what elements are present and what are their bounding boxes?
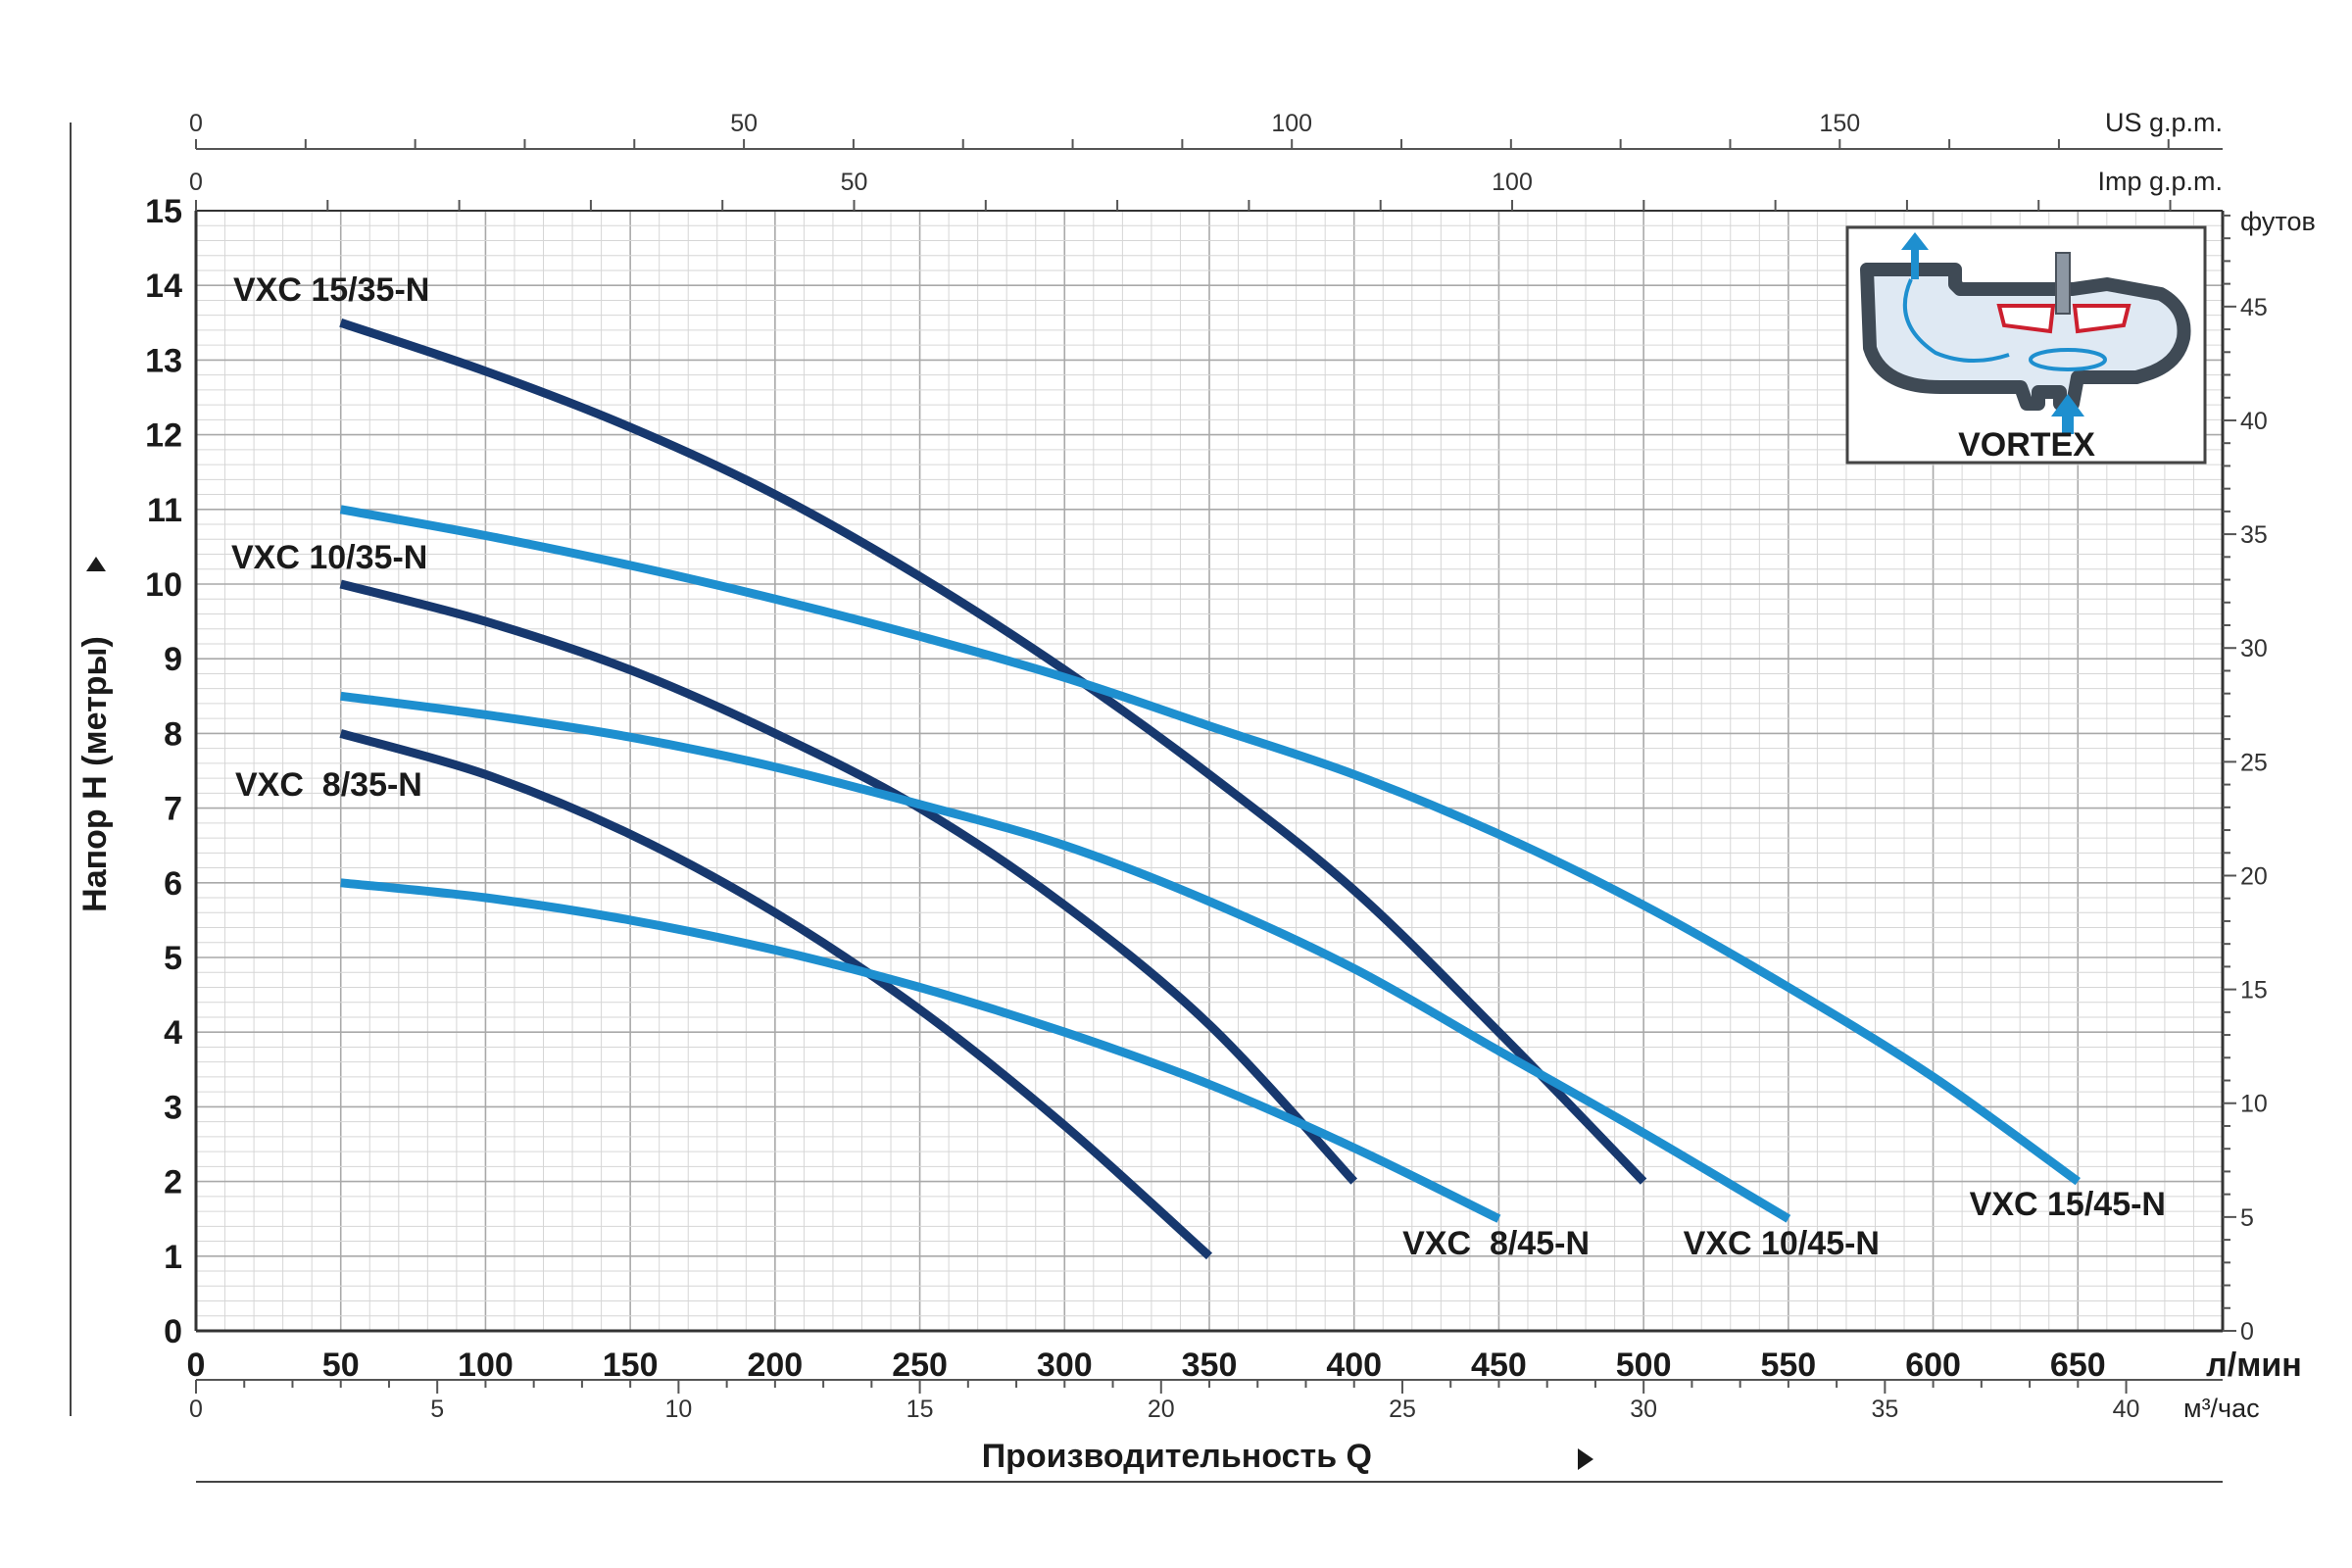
series-label-vxc-8-35-n: VXC 8/35-N: [235, 766, 422, 804]
curve-vxc-10-45-n: [340, 691, 1791, 1223]
imp-gpm-tick-label: 100: [1492, 169, 1533, 196]
feet-tick-label: 25: [2240, 749, 2268, 776]
x-tick-label: 50: [322, 1347, 360, 1384]
x-tick-label: 350: [1182, 1347, 1238, 1384]
curve-vxc-8-35-n: [339, 729, 1213, 1260]
x-unit-label: л/мин: [2206, 1347, 2302, 1384]
y-tick-label: 10: [145, 566, 182, 604]
y-tick-label: 14: [145, 268, 182, 305]
series-labels: VXC 15/35-N VXC 10/35-N VXC 8/35-N VXC 15/4…: [231, 271, 2166, 1262]
m3h-tick-label: 5: [430, 1396, 444, 1423]
series-label-vxc-10-35-n: VXC 10/35-N: [231, 539, 427, 576]
m3h-tick-label: 40: [2113, 1396, 2140, 1423]
y-tick-label: 3: [164, 1089, 182, 1126]
feet-tick-label: 0: [2240, 1318, 2254, 1346]
y-tick-label: 7: [164, 791, 182, 828]
m3h-tick-label: 35: [1871, 1396, 1898, 1423]
y-tick-label: 4: [164, 1014, 182, 1052]
feet-tick-label: 40: [2240, 408, 2268, 435]
y-tick-label: 12: [145, 417, 182, 455]
us-gpm-unit-label: US g.p.m.: [2105, 108, 2223, 137]
y-tick-label: 11: [147, 492, 182, 529]
feet-tick-label: 10: [2240, 1091, 2268, 1118]
curve-vxc-15-35-n: [339, 318, 1647, 1185]
y-tick-label: 13: [145, 342, 182, 379]
m3h-tick-label: 10: [664, 1396, 692, 1423]
series-label-vxc-15-35-n: VXC 15/35-N: [233, 271, 429, 309]
x-tick-label: 300: [1037, 1347, 1093, 1384]
vortex-inset: VORTEX: [1845, 225, 2207, 465]
curve-vxc-10-35-n: [339, 579, 1358, 1185]
series-label-vxc-10-45-n: VXC 10/45-N: [1684, 1225, 1880, 1262]
x-axis-arrow-icon: [1578, 1448, 1593, 1470]
feet-tick-label: 15: [2240, 977, 2268, 1004]
series-label-vxc-8-45-n: VXC 8/45-N: [1402, 1225, 1590, 1262]
y-tick-label: 0: [164, 1313, 182, 1350]
m3h-tick-label: 25: [1389, 1396, 1416, 1423]
feet-unit-label: футов: [2240, 207, 2316, 236]
x-tick-label: 600: [1905, 1347, 1961, 1384]
y-tick-label: 6: [164, 865, 182, 903]
x-tick-label: 550: [1760, 1347, 1816, 1384]
m3h-unit-label: м³/час: [2183, 1394, 2260, 1423]
curve-vxc-15-45-n: [339, 505, 2081, 1186]
y-tick-label: 1: [164, 1239, 182, 1276]
y-tick-label: 15: [145, 193, 182, 230]
x-tick-label: 150: [603, 1347, 659, 1384]
m3h-tick-label: 20: [1148, 1396, 1175, 1423]
m3h-tick-label: 30: [1630, 1396, 1657, 1423]
x-tick-label: 250: [892, 1347, 948, 1384]
us-gpm-tick-label: 100: [1271, 110, 1312, 137]
y-axis-arrow-icon: [86, 557, 106, 571]
feet-tick-label: 5: [2240, 1204, 2254, 1232]
y-tick-label: 2: [164, 1164, 182, 1201]
imp-gpm-unit-label: Imp g.p.m.: [2097, 167, 2223, 196]
series-label-vxc-15-45-n: VXC 15/45-N: [1970, 1186, 2166, 1223]
x-tick-label: 400: [1326, 1347, 1382, 1384]
x-tick-label: 200: [747, 1347, 803, 1384]
us-gpm-tick-label: 0: [189, 110, 203, 137]
us-gpm-tick-label: 50: [730, 110, 758, 137]
us-gpm-tick-label: 150: [1819, 110, 1860, 137]
feet-tick-label: 30: [2240, 635, 2268, 662]
y-axis-title: Напор H (метры): [76, 636, 114, 912]
curves: [339, 318, 2081, 1260]
m3h-tick-label: 15: [906, 1396, 934, 1423]
inset-title: VORTEX: [1958, 426, 2095, 464]
feet-tick-label: 20: [2240, 862, 2268, 890]
x-tick-label: 100: [458, 1347, 514, 1384]
y-tick-label: 5: [164, 940, 182, 977]
x-tick-label: 650: [2050, 1347, 2106, 1384]
m3h-tick-label: 0: [189, 1396, 203, 1423]
y-tick-label: 8: [164, 715, 182, 753]
curve-vxc-8-45-n: [340, 878, 1501, 1223]
imp-gpm-tick-label: 0: [189, 169, 203, 196]
imp-gpm-tick-label: 50: [841, 169, 868, 196]
x-tick-label: 450: [1471, 1347, 1527, 1384]
y-tick-label: 9: [164, 641, 182, 678]
x-tick-label: 0: [187, 1347, 206, 1384]
x-tick-label: 500: [1616, 1347, 1672, 1384]
vortex-impeller-icon: [1860, 232, 2191, 434]
feet-tick-label: 45: [2240, 294, 2268, 321]
feet-tick-label: 35: [2240, 521, 2268, 549]
x-axis-title: Производительность Q: [982, 1438, 1372, 1475]
